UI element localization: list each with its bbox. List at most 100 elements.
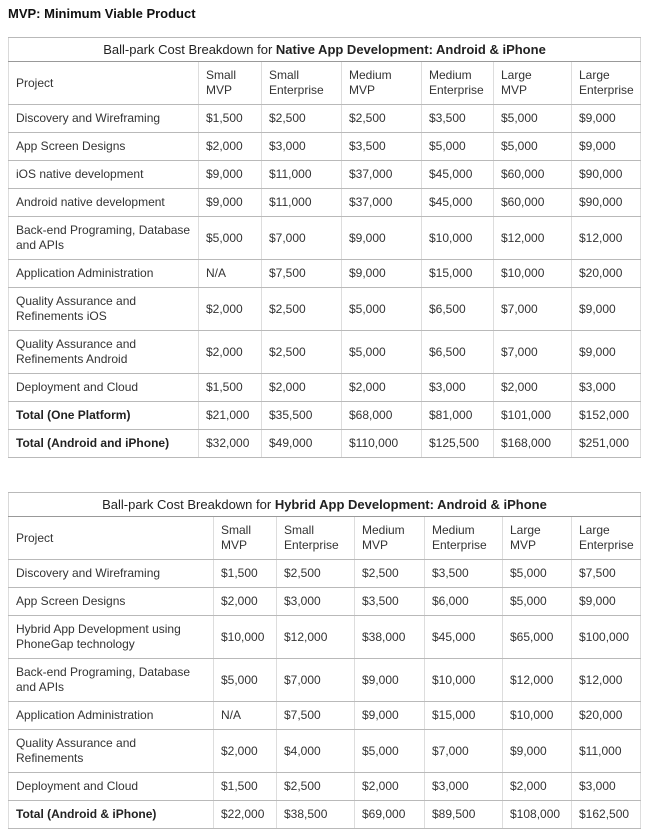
cost-cell: $90,000 [570,188,642,217]
cost-cell: $12,000 [502,658,572,702]
row-label: Hybrid App Development using PhoneGap te… [8,615,214,659]
table-caption-row: Ball-park Cost Breakdown for Hybrid App … [8,492,641,517]
cost-cell: $11,000 [261,188,342,217]
table-row: Deployment and Cloud $1,500 $2,500 $2,000 $3… [8,772,641,801]
table-row: Quality Assurance and Refinements iOS $2,… [8,287,642,331]
cost-cell: $2,000 [493,373,572,402]
table-caption-subject: Hybrid App Development: Android & iPhone [274,497,547,512]
cost-cell: $7,000 [424,729,503,773]
cost-cell: $2,500 [276,559,355,588]
cost-cell: $65,000 [502,615,572,659]
cost-cell: $100,000 [571,615,641,659]
cost-cell: $37,000 [341,188,422,217]
cost-cell: $251,000 [570,429,642,458]
table-row: Discovery and Wireframing $1,500 $2,500 $2,… [8,104,642,133]
cost-cell: $9,000 [570,104,642,133]
row-label: App Screen Designs [8,587,214,616]
cost-cell: $5,000 [213,658,277,702]
cost-cell: $2,500 [341,104,422,133]
cost-cell: $38,500 [276,800,355,829]
table-caption-subject: Native App Development: Android & iPhone [275,42,546,57]
table-row: App Screen Designs $2,000 $3,000 $3,500 $5,0… [8,132,642,161]
column-header-row: Project Small MVP Small Enterprise Medium M… [8,516,641,560]
cost-cell: $5,000 [341,330,422,374]
cost-cell: $9,000 [341,259,422,288]
row-label: Deployment and Cloud [8,373,199,402]
cost-cell: $10,000 [502,701,572,730]
row-label: Application Administration [8,701,214,730]
row-label: Deployment and Cloud [8,772,214,801]
total-row: Total (Android and iPhone) $32,000 $49,000… [8,429,642,458]
cost-cell: $2,500 [354,559,425,588]
row-label: Android native development [8,188,199,217]
table-row: iOS native development $9,000 $11,000 $37,0… [8,160,642,189]
cost-cell: $4,000 [276,729,355,773]
cost-cell: $5,000 [502,559,572,588]
table-caption: Ball-park Cost Breakdown for Hybrid App … [8,492,641,517]
column-header: Medium MVP [341,61,422,105]
cost-cell: $60,000 [493,160,572,189]
cost-cell: $5,000 [198,216,262,260]
cost-cell: $5,000 [341,287,422,331]
cost-cell: $9,000 [502,729,572,773]
cost-cell: $5,000 [493,132,572,161]
cost-cell: $101,000 [493,401,572,430]
cost-cell: $1,500 [198,104,262,133]
cost-cell: $5,000 [421,132,494,161]
cost-cell: $21,000 [198,401,262,430]
row-label: iOS native development [8,160,199,189]
cost-cell: $68,000 [341,401,422,430]
table-row: Back-end Programing, Database and APIs $5… [8,658,641,702]
hybrid-cost-table: Ball-park Cost Breakdown for Hybrid App … [8,492,641,829]
row-label: Back-end Programing, Database and APIs [8,658,214,702]
cost-cell: $3,500 [341,132,422,161]
project-column-header: Project [8,516,214,560]
cost-cell: $3,000 [570,373,642,402]
cost-cell: $3,500 [421,104,494,133]
cost-cell: $49,000 [261,429,342,458]
cost-cell: $15,000 [424,701,503,730]
cost-cell: $3,500 [424,559,503,588]
column-header: Large MVP [502,516,572,560]
table-row: Application Administration N/A $7,500 $9,00… [8,701,641,730]
total-row-label: Total (One Platform) [8,401,199,430]
cost-cell: $5,000 [354,729,425,773]
cost-cell: $38,000 [354,615,425,659]
cost-cell: $37,000 [341,160,422,189]
table-caption-prefix: Ball-park Cost Breakdown for [102,497,275,512]
cost-cell: $10,000 [493,259,572,288]
cost-cell: $3,000 [424,772,503,801]
cost-cell: $5,000 [493,104,572,133]
column-header-row: Project Small MVP Small Enterprise Medium M… [8,61,642,105]
column-header: Large Enterprise [570,61,642,105]
column-header: Small MVP [198,61,262,105]
table-row: Quality Assurance and Refinements $2,000 $… [8,729,641,773]
cost-cell: $152,000 [570,401,642,430]
row-label: Quality Assurance and Refinements Androi… [8,330,199,374]
cost-cell: $20,000 [571,701,641,730]
cost-cell: $45,000 [421,160,494,189]
cost-cell: $9,000 [570,132,642,161]
cost-cell: $32,000 [198,429,262,458]
cost-cell: $2,000 [502,772,572,801]
cost-cell: $12,000 [570,216,642,260]
cost-cell: $9,000 [198,160,262,189]
cost-cell: $2,000 [198,330,262,374]
cost-cell: $15,000 [421,259,494,288]
cost-cell: $7,500 [276,701,355,730]
cost-cell: $2,000 [261,373,342,402]
cost-cell: $2,500 [261,104,342,133]
project-column-header: Project [8,61,199,105]
cost-cell: $5,000 [502,587,572,616]
cost-cell: $7,500 [571,559,641,588]
cost-cell: $6,500 [421,330,494,374]
row-label: Quality Assurance and Refinements iOS [8,287,199,331]
cost-cell: $35,500 [261,401,342,430]
cost-cell: $90,000 [570,160,642,189]
column-header: Small MVP [213,516,277,560]
cost-cell: $125,500 [421,429,494,458]
cost-cell: N/A [213,701,277,730]
row-label: Discovery and Wireframing [8,559,214,588]
cost-cell: $9,000 [570,330,642,374]
cost-cell: $2,500 [261,330,342,374]
